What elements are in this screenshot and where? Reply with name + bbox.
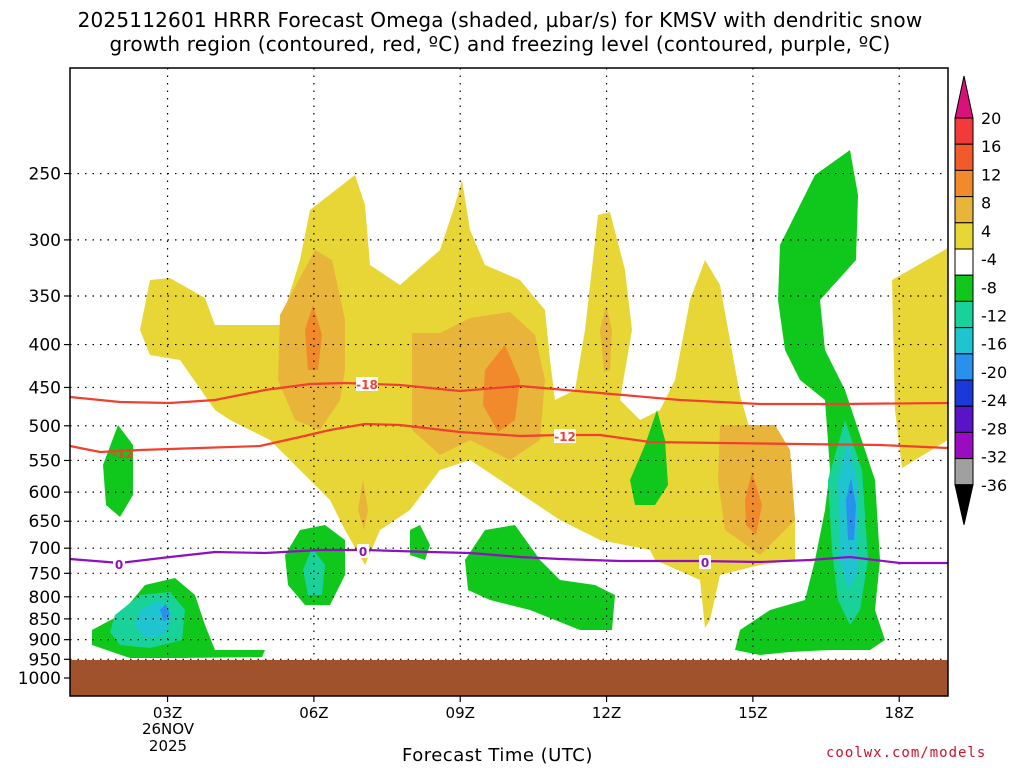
y-tick-label: 450: [29, 378, 61, 398]
colorbar-segment: [954, 405, 974, 433]
plot-frame: [69, 67, 949, 697]
omega-region-green-6: [630, 410, 668, 505]
omega-region-orange-5: [358, 480, 368, 530]
colorbar-segment: [954, 431, 974, 460]
y-tick-label: 900: [29, 631, 61, 651]
contour-label-text: 0: [359, 545, 367, 559]
colorbar-label: -28: [981, 419, 1007, 438]
contour-label: 0: [357, 544, 369, 559]
colorbar-segment: [954, 117, 974, 145]
colorbar-segment: [954, 169, 974, 198]
contour-minus18: [69, 381, 949, 406]
date-label-day: 26NOV: [141, 720, 195, 738]
contour-label: 0: [113, 557, 125, 572]
colorbar-segment: [954, 222, 974, 250]
x-tick-label: 15Z: [738, 704, 767, 722]
colorbar-segment: [954, 327, 974, 355]
colorbar-label: -32: [981, 448, 1007, 467]
y-tick-label: 850: [29, 610, 61, 630]
omega-region-orange-2: [412, 312, 545, 460]
y-tick-label: 950: [29, 650, 61, 670]
contour-label: -12: [554, 429, 576, 444]
contour-label: -18: [356, 377, 378, 392]
y-tick-label: 600: [29, 483, 61, 503]
credit-link[interactable]: coolwx.com/models: [826, 745, 987, 761]
x-axis-label: Forecast Time (UTC): [402, 745, 593, 766]
omega-core-3: [745, 472, 762, 535]
y-tick-label: 400: [29, 336, 61, 356]
y-tick-label: 350: [29, 287, 61, 307]
colorbar-segment: [954, 458, 974, 486]
contour-label-text: 0: [115, 558, 123, 572]
omega-region-blue-2: [846, 478, 856, 540]
colorbar-segment: [954, 274, 974, 302]
colorbar-label: 20: [981, 109, 1001, 128]
x-tick-label: 12Z: [592, 704, 621, 722]
colorbar-segment: [954, 379, 974, 407]
x-tick-label: 18Z: [885, 704, 914, 722]
y-tick-label: 750: [29, 564, 61, 584]
colorbar-label: 4: [981, 222, 991, 241]
contour-minus12: [69, 422, 949, 454]
date-label-year: 2025: [148, 737, 188, 755]
y-tick-label: 300: [29, 231, 61, 251]
colorbar-label: 8: [981, 194, 991, 213]
colorbar-segment: [954, 248, 974, 276]
ground: [70, 660, 948, 696]
colorbar-label: -16: [981, 335, 1007, 354]
colorbar-label: -36: [981, 476, 1007, 495]
y-tick-label: 700: [29, 539, 61, 559]
contour-label-text: -18: [356, 378, 378, 392]
omega-region-green-5: [465, 525, 615, 630]
x-axis: 03Z 06Z 09Z 12Z 15Z 18Z: [153, 696, 914, 722]
chart-title: 2025112601 HRRR Forecast Omega (shaded, …: [0, 8, 1000, 56]
colorbar-segment: [954, 143, 974, 171]
contour-label-text: -12: [554, 430, 576, 444]
y-tick-label: 500: [29, 417, 61, 437]
contour-label: 0: [699, 555, 711, 570]
x-tick-label: 03Z: [153, 704, 182, 722]
omega-shading: [92, 150, 948, 658]
title-line-2: growth region (contoured, red, ºC) and f…: [109, 32, 891, 56]
omega-region-yellow-right: [892, 248, 948, 468]
y-tick-label: 650: [29, 512, 61, 532]
y-tick-label: 800: [29, 588, 61, 608]
colorbar-label: -8: [981, 278, 997, 297]
colorbar-label: 12: [981, 165, 1001, 184]
colorbar-segment: [954, 196, 974, 224]
colorbar-segment: [954, 300, 974, 329]
x-tick-label: 09Z: [446, 704, 475, 722]
colorbar-label: -20: [981, 363, 1007, 382]
contours: [69, 381, 949, 565]
y-tick-label: 250: [29, 165, 61, 185]
colorbar-label: -4: [981, 250, 997, 269]
colorbar-label: -12: [981, 307, 1007, 326]
contour-labels: -12 -18 -12 0 0 0: [112, 377, 711, 572]
y-axis: 2503003504004505005506006507007508008509…: [18, 165, 70, 689]
x-tick-label: 06Z: [299, 704, 328, 722]
title-line-1: 2025112601 HRRR Forecast Omega (shaded, …: [77, 8, 923, 32]
colorbar: 20 16 12 8 4 -4 -8 -12 -16 -20 -24 -28 -32 -36: [954, 75, 1007, 525]
colorbar-arrow-top: [954, 75, 974, 119]
omega-region-green-1: [103, 425, 133, 517]
colorbar-label: 16: [981, 137, 1001, 156]
colorbar-arrow-bottom: [954, 484, 974, 525]
contour-label-text: 0: [701, 556, 709, 570]
omega-region-green-4: [410, 525, 430, 560]
contour-label-text: -12: [112, 447, 134, 461]
contour-label: -12: [112, 447, 134, 461]
y-tick-label: 1000: [18, 669, 61, 689]
omega-core-1: [305, 305, 322, 370]
colorbar-label: -24: [981, 391, 1007, 410]
contour-zero: [69, 548, 948, 565]
y-tick-label: 550: [29, 451, 61, 471]
colorbar-segment: [954, 353, 974, 381]
